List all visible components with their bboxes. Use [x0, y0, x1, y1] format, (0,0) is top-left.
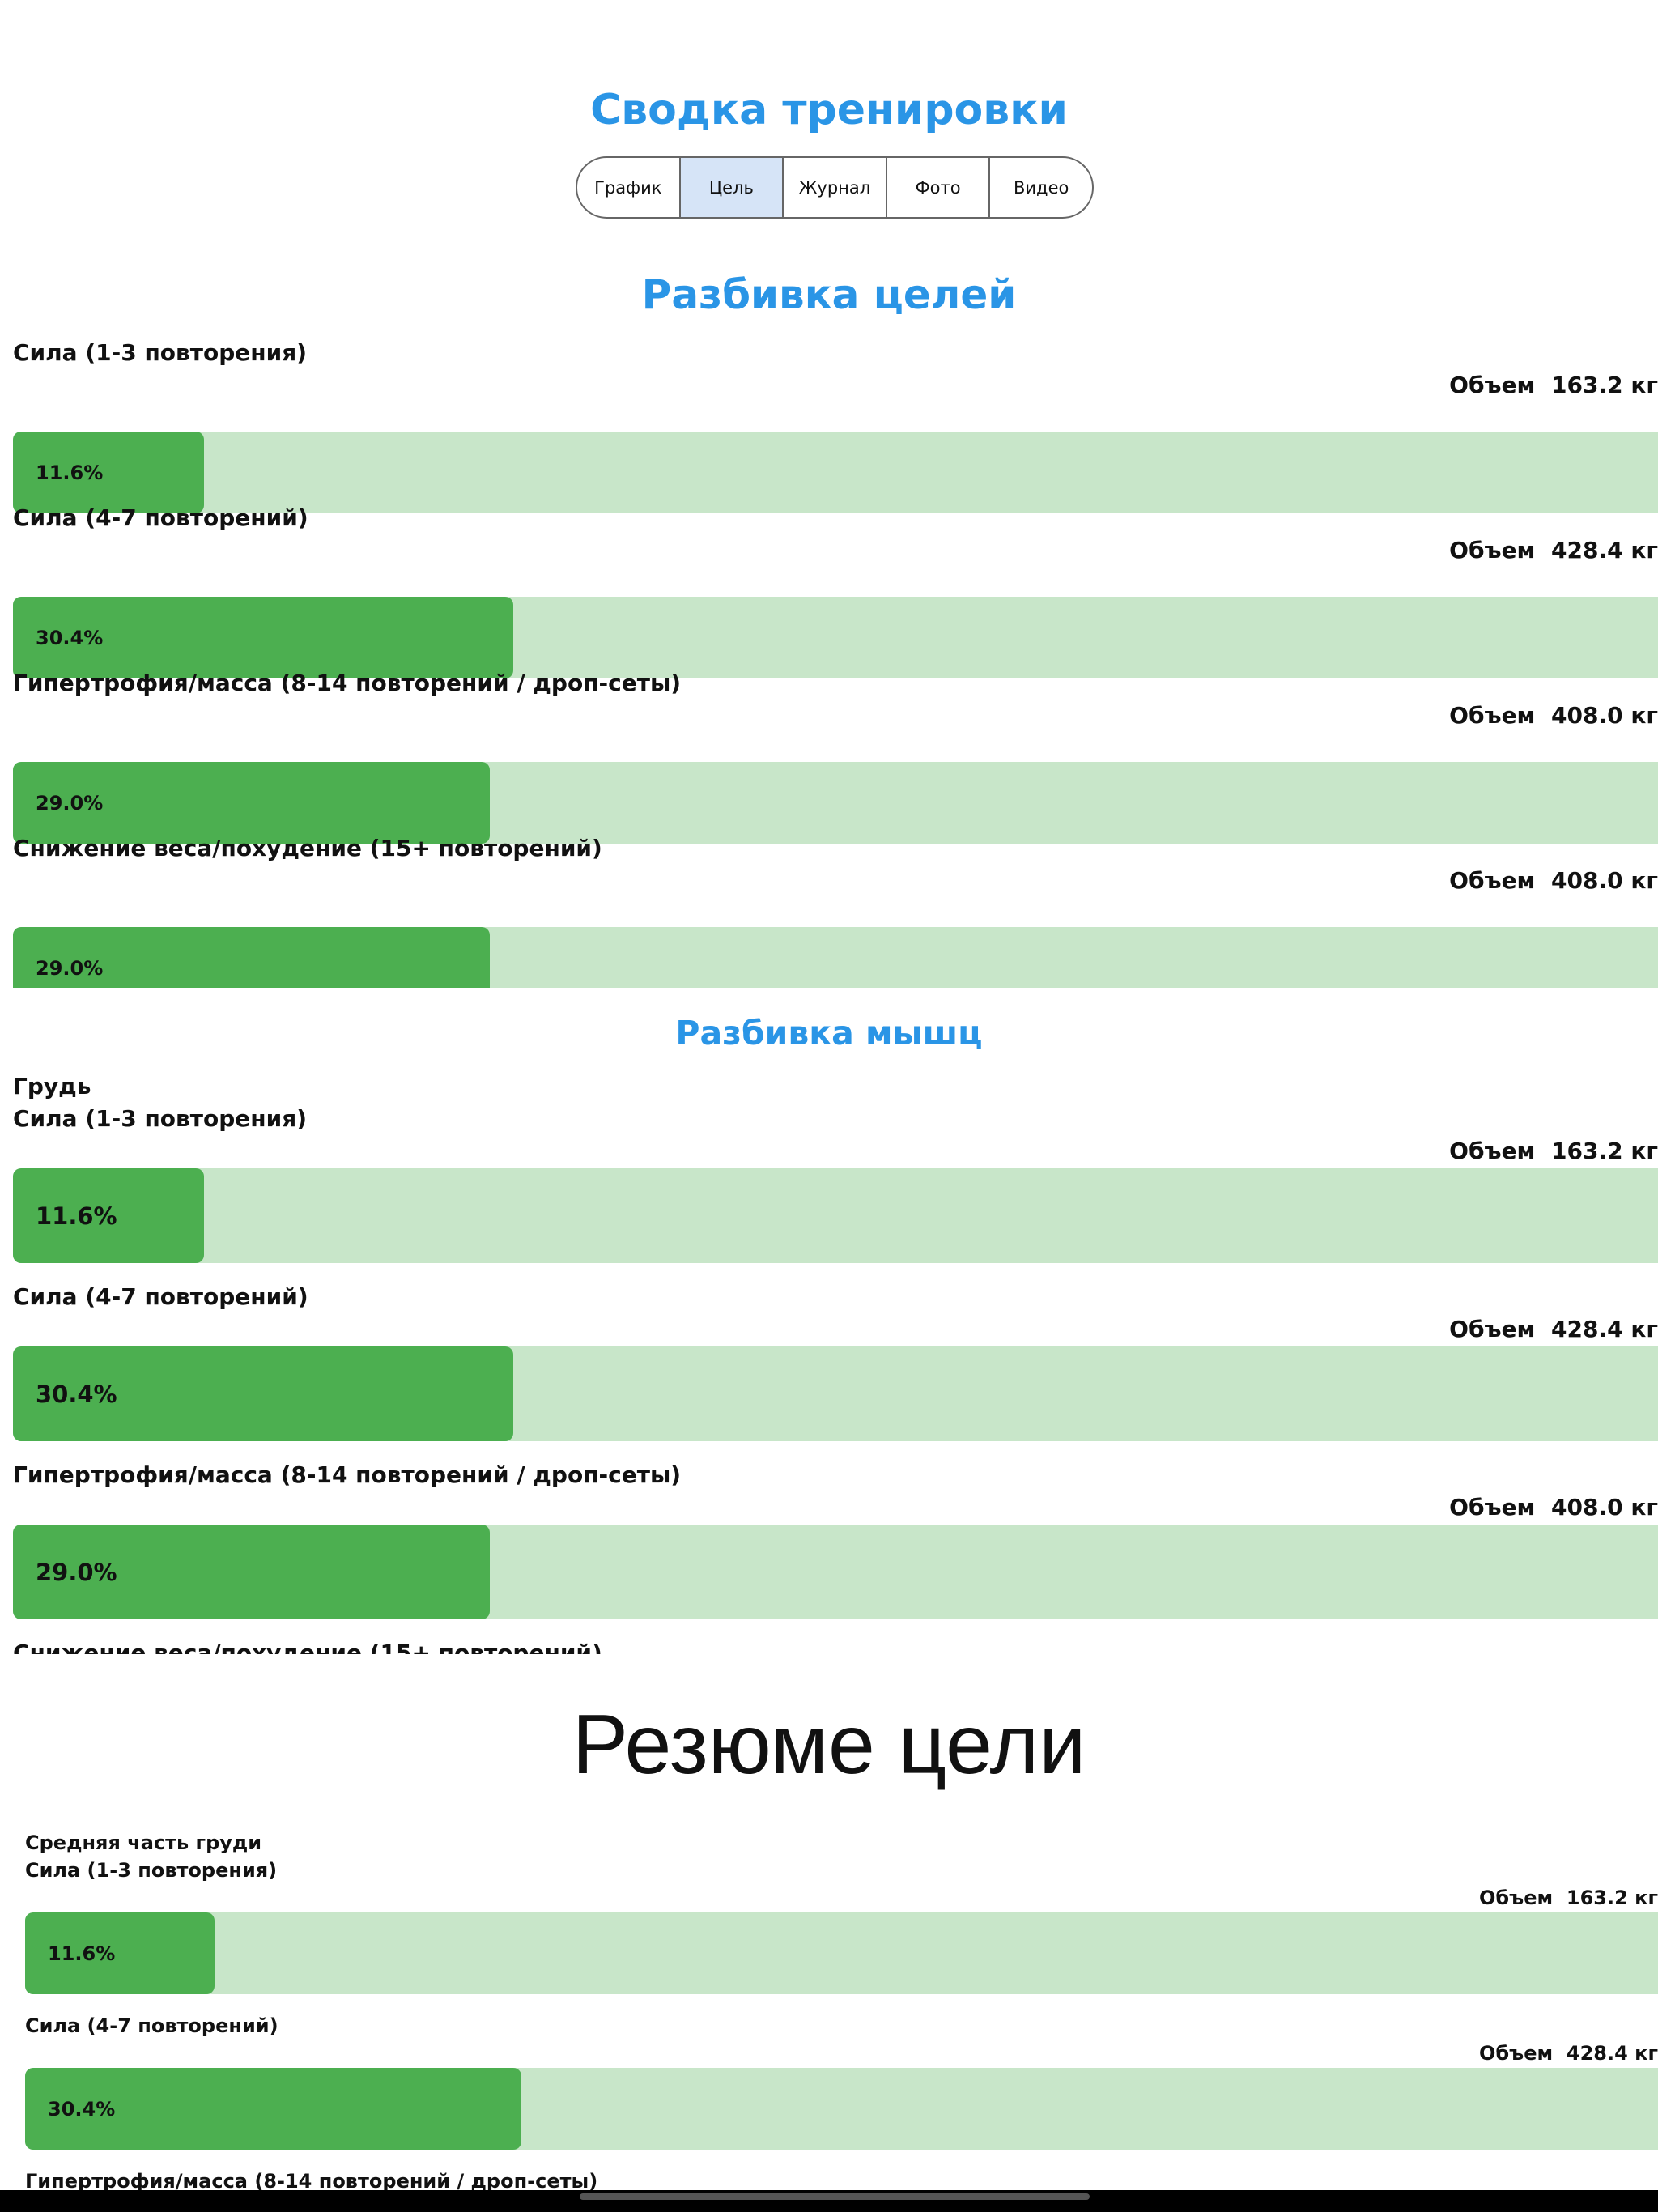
volume-row: Объем 428.4 кг [1449, 536, 1658, 565]
volume-label: Объем [1449, 537, 1536, 564]
volume-row: Объем 163.2 кг [1479, 1883, 1658, 1912]
bar-track [13, 432, 1658, 513]
volume-label: Объем [1449, 867, 1536, 894]
tab-bar: График Цель Журнал Фото Видео [576, 156, 1094, 219]
volume-label: Объем [1479, 2042, 1554, 2065]
percent-label: 11.6% [36, 461, 104, 484]
goal-name: Снижение веса/похудение (15+ повторений) [13, 835, 602, 861]
tab[interactable]: График [577, 158, 681, 217]
bar-fill [13, 927, 491, 988]
volume-value: 408.0 кг [1551, 1494, 1658, 1521]
volume-value: 428.4 кг [1551, 1316, 1658, 1342]
group-label: Грудь [13, 1073, 91, 1100]
percent-label: 30.4% [48, 2097, 116, 2121]
volume-label: Объем [1449, 702, 1536, 729]
volume-label: Объем [1449, 1494, 1536, 1521]
bar-fill [13, 1346, 513, 1441]
muscles-list: Грудь Сила (1-3 повторения) Объем 163.2 кг 1… [0, 1069, 1658, 1654]
detail-list: Средняя часть груди Сила (1-3 повторения)… [0, 1835, 1658, 2190]
bar-fill [13, 1525, 491, 1619]
volume-row: Объем 408.0 кг [1449, 866, 1658, 895]
goal-name: Сила (4-7 повторений) [13, 504, 308, 531]
volume-row: Объем 408.0 кг [1449, 701, 1658, 730]
bar-fill [13, 432, 204, 513]
percent-label: 29.0% [36, 791, 104, 815]
percent-label: 11.6% [36, 1202, 117, 1230]
goals-list: Сила (1-3 повторения) Объем 163.2 кг 11.6% С… [0, 324, 1658, 988]
goal-name: Сила (1-3 повторения) [13, 1105, 307, 1132]
percent-label: 11.6% [48, 1942, 116, 1965]
volume-value: 163.2 кг [1551, 1138, 1658, 1164]
group-label: Средняя часть груди [25, 1835, 262, 1854]
volume-row: Объем 163.2 кг [1449, 371, 1658, 400]
tab[interactable]: Фото [887, 158, 991, 217]
goal-name: Сила (4-7 повторений) [13, 1283, 308, 1310]
tab[interactable]: Цель [680, 158, 784, 217]
bar-fill [13, 762, 491, 844]
volume-row: Объем 428.4 кг [1449, 1315, 1658, 1344]
home-indicator [580, 2193, 1090, 2200]
goal-name: Сила (1-3 повторения) [25, 1859, 278, 1882]
percent-label: 30.4% [36, 626, 104, 649]
bar-track [25, 1912, 1658, 1994]
volume-row: Объем 408.0 кг [1449, 1493, 1658, 1522]
bar-fill [13, 1168, 204, 1263]
goal-name: Гипертрофия/масса (8-14 повторений / дро… [13, 670, 682, 696]
overlay-caption: Резюме цели [572, 1698, 1086, 1792]
volume-value: 163.2 кг [1551, 372, 1658, 398]
percent-label: 30.4% [36, 1380, 117, 1408]
volume-label: Объем [1449, 372, 1536, 398]
volume-value: 408.0 кг [1551, 867, 1658, 894]
percent-label: 29.0% [36, 1558, 117, 1586]
bar-fill [25, 2068, 522, 2150]
volume-value: 408.0 кг [1551, 702, 1658, 729]
volume-label: Объем [1449, 1138, 1536, 1164]
volume-value: 428.4 кг [1566, 2042, 1658, 2065]
volume-value: 163.2 кг [1566, 1887, 1658, 1909]
goal-name: Гипертрофия/масса (8-14 повторений / дро… [25, 2170, 598, 2190]
volume-value: 428.4 кг [1551, 537, 1658, 564]
volume-row: Объем 428.4 кг [1479, 2039, 1658, 2068]
volume-label: Объем [1479, 1887, 1554, 1909]
tab[interactable]: Журнал [784, 158, 887, 217]
goal-name: Гипертрофия/масса (8-14 повторений / дро… [13, 1461, 682, 1488]
volume-row: Объем 163.2 кг [1449, 1137, 1658, 1166]
bottom-bar [0, 2190, 1658, 2212]
volume-label: Объем [1449, 1316, 1536, 1342]
goal-name: Снижение веса/похудение (15+ повторений) [13, 1640, 602, 1654]
bar-fill [25, 1912, 215, 1994]
tab[interactable]: Видео [1014, 177, 1069, 198]
section-title: Разбивка целей [641, 271, 1017, 318]
goal-name: Сила (1-3 повторения) [13, 339, 307, 366]
percent-label: 29.0% [36, 956, 104, 980]
section-title: Разбивка мышц [675, 1014, 983, 1053]
bar-track [13, 1168, 1658, 1263]
page-title: Сводка тренировки [590, 86, 1068, 134]
goal-name: Сила (4-7 повторений) [25, 2014, 278, 2037]
bar-fill [13, 597, 513, 678]
